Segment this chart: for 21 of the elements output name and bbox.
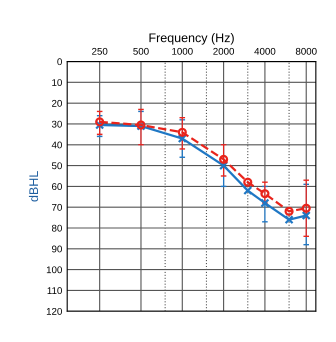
x-tick-label: 500 <box>133 48 149 55</box>
y-tick-label: 90 <box>52 246 62 252</box>
y-tick-label: 50 <box>52 162 62 170</box>
y-tick-label: 70 <box>52 204 62 211</box>
y-tick-label: 0 <box>57 58 62 66</box>
y-tick-label: 30 <box>52 120 62 128</box>
x-tick-label: 1000 <box>172 48 193 55</box>
x-tick-label: 8000 <box>296 48 317 55</box>
y-tick-label: 10 <box>52 79 62 86</box>
y-tick-label: 80 <box>52 224 62 232</box>
y-tick-label: 100 <box>46 266 62 274</box>
y-tick-label: 120 <box>46 308 62 315</box>
y-tick-label: 110 <box>48 287 62 294</box>
x-tick-label: 250 <box>92 48 108 55</box>
x-axis-title: Frequency (Hz) <box>149 33 234 45</box>
y-tick-label: 20 <box>52 100 62 107</box>
y-tick-label: 60 <box>52 183 62 190</box>
y-tick-label: 40 <box>52 142 62 148</box>
x-tick-label: 4000 <box>254 48 276 55</box>
y-axis-title: dBHL <box>28 171 38 202</box>
x-tick-label: 2000 <box>213 48 234 55</box>
